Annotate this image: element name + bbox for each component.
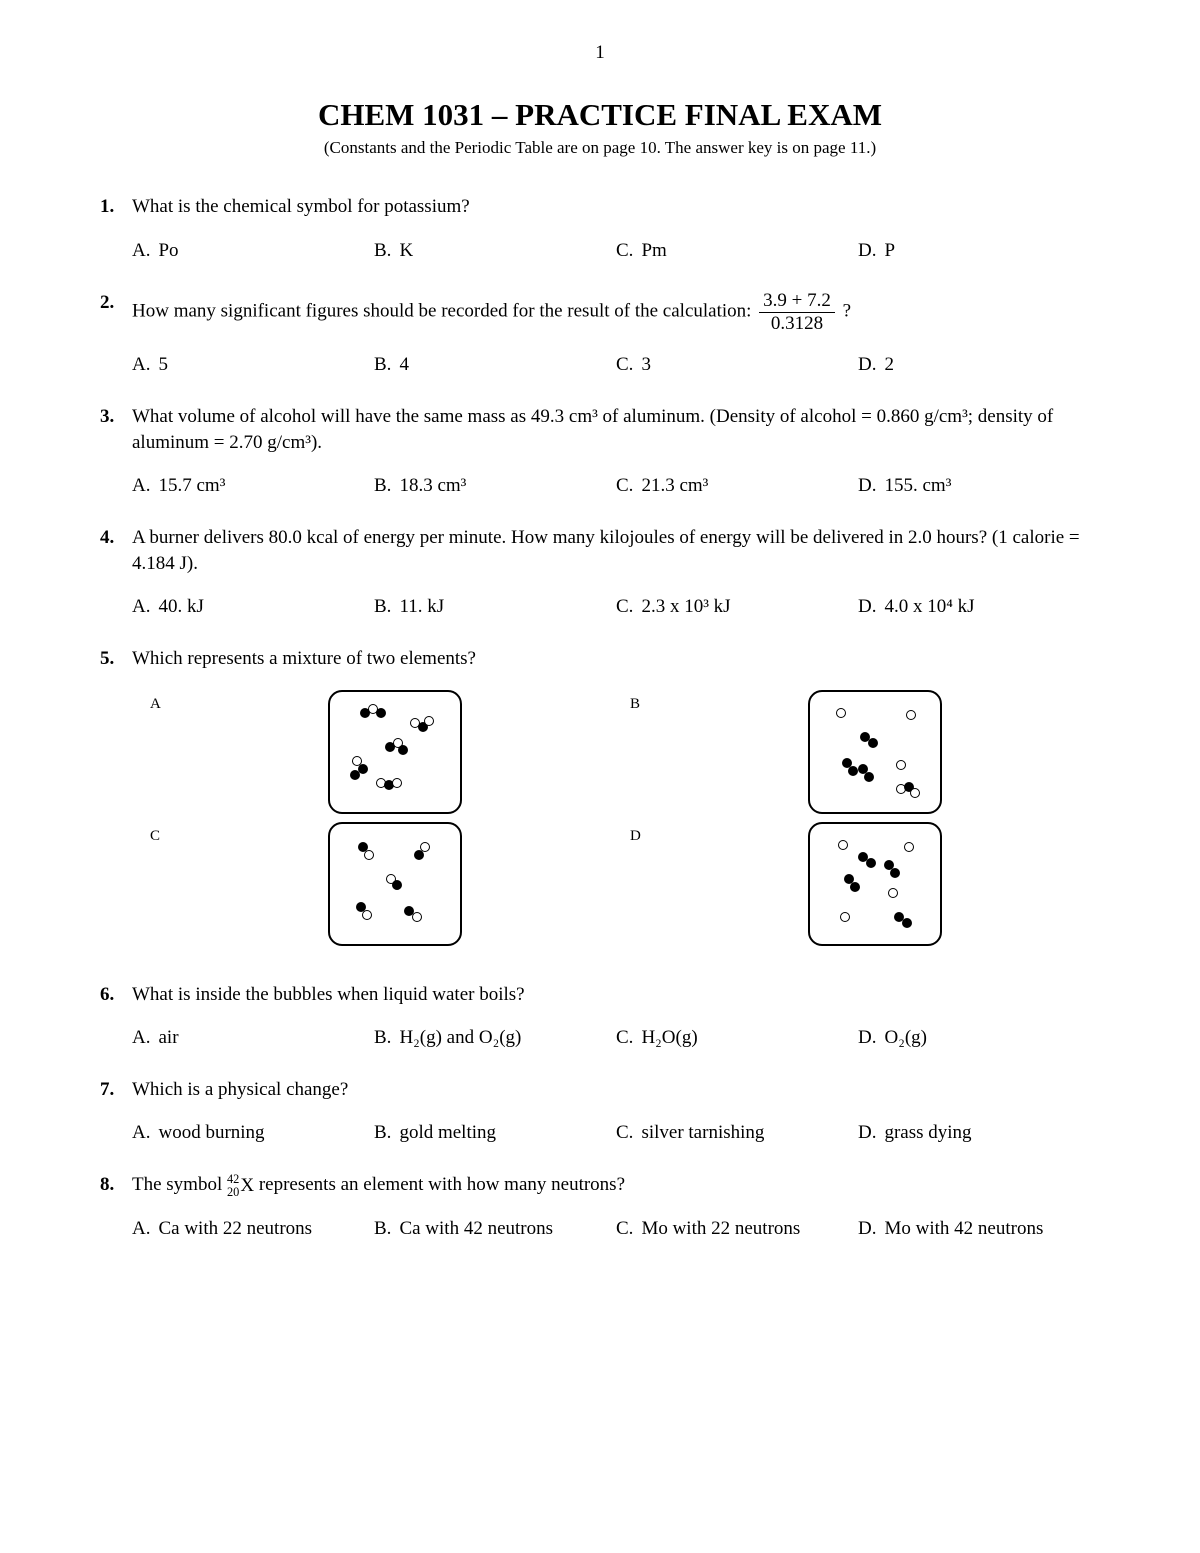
option-c: C.Mo with 22 neutrons (616, 1216, 858, 1242)
diagram-label-c: C (150, 822, 318, 846)
options-row: A.wood burning B.gold melting C.silver t… (132, 1120, 1100, 1146)
atom-open (906, 710, 916, 720)
atom-filled (864, 772, 874, 782)
question-number: 8. (100, 1172, 132, 1242)
options-row: A.5 B.4 C.3 D.2 (132, 352, 1100, 378)
document-subtitle: (Constants and the Periodic Table are on… (100, 137, 1100, 160)
option-c: C.silver tarnishing (616, 1120, 858, 1146)
atom-filled (398, 745, 408, 755)
atom-filled (868, 738, 878, 748)
diagram-panel-a (328, 690, 462, 814)
diagram-label-b: B (630, 690, 798, 714)
atom-filled (866, 858, 876, 868)
option-b: B.gold melting (374, 1120, 616, 1146)
question-7: 7. Which is a physical change? A.wood bu… (100, 1077, 1100, 1146)
question-4: 4. A burner delivers 80.0 kcal of energy… (100, 525, 1100, 620)
options-row: A.air B.H₂(g) and O₂(g) C.H₂O(g) D.O₂(g) (132, 1025, 1100, 1051)
question-number: 2. (100, 290, 132, 378)
question-5: 5. Which represents a mixture of two ele… (100, 646, 1100, 956)
option-d: D.155. cm³ (858, 473, 1100, 499)
question-8: 8. The symbol 4220X represents an elemen… (100, 1172, 1100, 1242)
atom-filled (392, 880, 402, 890)
option-a: A.15.7 cm³ (132, 473, 374, 499)
option-b: B.4 (374, 352, 616, 378)
question-number: 4. (100, 525, 132, 620)
question-text: The symbol 4220X represents an element w… (132, 1172, 1100, 1198)
atom-filled (358, 764, 368, 774)
option-b: B.Ca with 42 neutrons (374, 1216, 616, 1242)
option-c: C.Pm (616, 238, 858, 264)
atom-filled (850, 882, 860, 892)
page-number: 1 (100, 40, 1100, 66)
question-text: Which represents a mixture of two elemen… (132, 646, 1100, 672)
option-a: A.Po (132, 238, 374, 264)
document-title: CHEM 1031 – PRACTICE FINAL EXAM (100, 94, 1100, 136)
question-text: What volume of alcohol will have the sam… (132, 404, 1100, 455)
question-number: 3. (100, 404, 132, 499)
atom-open (836, 708, 846, 718)
question-text: How many significant figures should be r… (132, 290, 1100, 335)
atom-filled (848, 766, 858, 776)
option-b: B.H₂(g) and O₂(g) (374, 1025, 616, 1051)
options-row: A.Po B.K C.Pm D.P (132, 238, 1100, 264)
diagram-panel-d (808, 822, 942, 946)
option-c: C.3 (616, 352, 858, 378)
option-c: C.2.3 x 10³ kJ (616, 594, 858, 620)
option-c: C.21.3 cm³ (616, 473, 858, 499)
option-b: B.K (374, 238, 616, 264)
molecule-diagrams: A B C D (150, 690, 1100, 946)
option-d: D.P (858, 238, 1100, 264)
question-2: 2. How many significant figures should b… (100, 290, 1100, 378)
atom-open (392, 778, 402, 788)
question-number: 1. (100, 194, 132, 263)
option-d: D.4.0 x 10⁴ kJ (858, 594, 1100, 620)
atom-open (896, 760, 906, 770)
atom-open (412, 912, 422, 922)
options-row: A.40. kJ B.11. kJ C.2.3 x 10³ kJ D.4.0 x… (132, 594, 1100, 620)
diagram-label-d: D (630, 822, 798, 846)
atom-open (364, 850, 374, 860)
question-text: What is the chemical symbol for potassiu… (132, 194, 1100, 220)
atom-open (904, 842, 914, 852)
atom-open (838, 840, 848, 850)
diagram-label-a: A (150, 690, 318, 714)
option-d: D.O₂(g) (858, 1025, 1100, 1051)
atom-open (840, 912, 850, 922)
question-number: 7. (100, 1077, 132, 1146)
option-a: A.Ca with 22 neutrons (132, 1216, 374, 1242)
option-d: D.grass dying (858, 1120, 1100, 1146)
option-b: B.11. kJ (374, 594, 616, 620)
question-text: What is inside the bubbles when liquid w… (132, 982, 1100, 1008)
option-d: D.Mo with 42 neutrons (858, 1216, 1100, 1242)
atom-filled (414, 850, 424, 860)
atom-open (888, 888, 898, 898)
option-a: A.air (132, 1025, 374, 1051)
question-number: 6. (100, 982, 132, 1051)
atom-filled (890, 868, 900, 878)
fraction: 3.9 + 7.2 0.3128 (759, 290, 835, 335)
option-b: B.18.3 cm³ (374, 473, 616, 499)
atom-filled (902, 918, 912, 928)
question-number: 5. (100, 646, 132, 956)
atom-filled (350, 770, 360, 780)
diagram-panel-b (808, 690, 942, 814)
option-a: A.wood burning (132, 1120, 374, 1146)
option-a: A.40. kJ (132, 594, 374, 620)
question-1: 1. What is the chemical symbol for potas… (100, 194, 1100, 263)
options-row: A.Ca with 22 neutrons B.Ca with 42 neutr… (132, 1216, 1100, 1242)
atom-open (362, 910, 372, 920)
option-d: D.2 (858, 352, 1100, 378)
atom-open (424, 716, 434, 726)
question-text: A burner delivers 80.0 kcal of energy pe… (132, 525, 1100, 576)
nuclide-symbol: 4220X (227, 1173, 254, 1198)
options-row: A.15.7 cm³ B.18.3 cm³ C.21.3 cm³ D.155. … (132, 473, 1100, 499)
question-6: 6. What is inside the bubbles when liqui… (100, 982, 1100, 1051)
atom-filled (376, 708, 386, 718)
question-3: 3. What volume of alcohol will have the … (100, 404, 1100, 499)
option-c: C.H₂O(g) (616, 1025, 858, 1051)
atom-open (910, 788, 920, 798)
diagram-panel-c (328, 822, 462, 946)
option-a: A.5 (132, 352, 374, 378)
question-text: Which is a physical change? (132, 1077, 1100, 1103)
